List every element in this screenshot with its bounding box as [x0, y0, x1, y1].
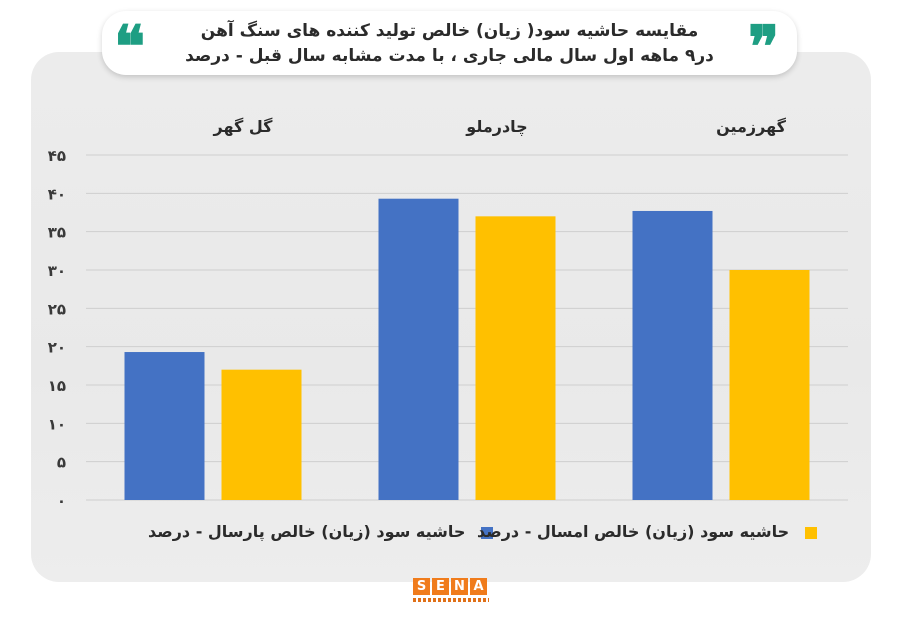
chart-title-line2: در۹ ماهه اول سال مالی جاری ، با مدت مشاب… [185, 46, 714, 66]
title-box: مقایسه حاشیه سود( زیان) خالص تولید کننده… [102, 11, 797, 75]
y-tick-label: ۱۰ [48, 415, 66, 433]
bar-series1 [632, 210, 713, 500]
quote-close-icon: ❞ [748, 13, 780, 81]
y-tick-label: ۱۵ [48, 377, 66, 395]
y-tick-label: ۲۵ [48, 300, 66, 318]
logo-tagline-mark [413, 598, 489, 602]
legend-item-series2: حاشیه سود (زیان) خالص امسال - درصد [477, 522, 817, 550]
legend-label-series1: حاشیه سود (زیان) خالص پارسال - درصد [148, 522, 466, 541]
y-tick-label: ۲۰ [48, 339, 66, 357]
category-label: چادرملو [465, 117, 527, 137]
bar-series2 [221, 369, 302, 500]
y-tick-label: ۰ [57, 492, 66, 510]
legend-swatch-series1 [480, 526, 493, 539]
y-tick-label: ۳۵ [48, 224, 66, 242]
y-tick-label: ۴۰ [48, 185, 66, 203]
chart-title-line1: مقایسه حاشیه سود( زیان) خالص تولید کننده… [200, 21, 699, 41]
y-tick-label: ۴۵ [48, 147, 66, 165]
bar-series2 [729, 270, 810, 500]
logo-letter: E [432, 578, 449, 595]
legend-label-series2: حاشیه سود (زیان) خالص امسال - درصد [477, 522, 790, 541]
bar-series1 [124, 352, 205, 500]
category-label: گل گهر [213, 117, 274, 136]
bar-series2 [475, 216, 556, 501]
bar-series1 [378, 198, 459, 500]
category-label: گهرزمین [716, 117, 787, 136]
logo-letter: A [470, 578, 487, 595]
legend-item-series1: حاشیه سود (زیان) خالص پارسال - درصد [148, 522, 493, 550]
y-tick-label: ۵ [57, 454, 66, 472]
logo-letter: S [413, 578, 430, 595]
sena-logo: S E N A [413, 578, 489, 612]
logo-letter: N [451, 578, 468, 595]
legend-swatch-series2 [804, 526, 817, 539]
y-tick-label: ۳۰ [48, 262, 66, 280]
quote-open-icon: ❝ [114, 13, 146, 81]
